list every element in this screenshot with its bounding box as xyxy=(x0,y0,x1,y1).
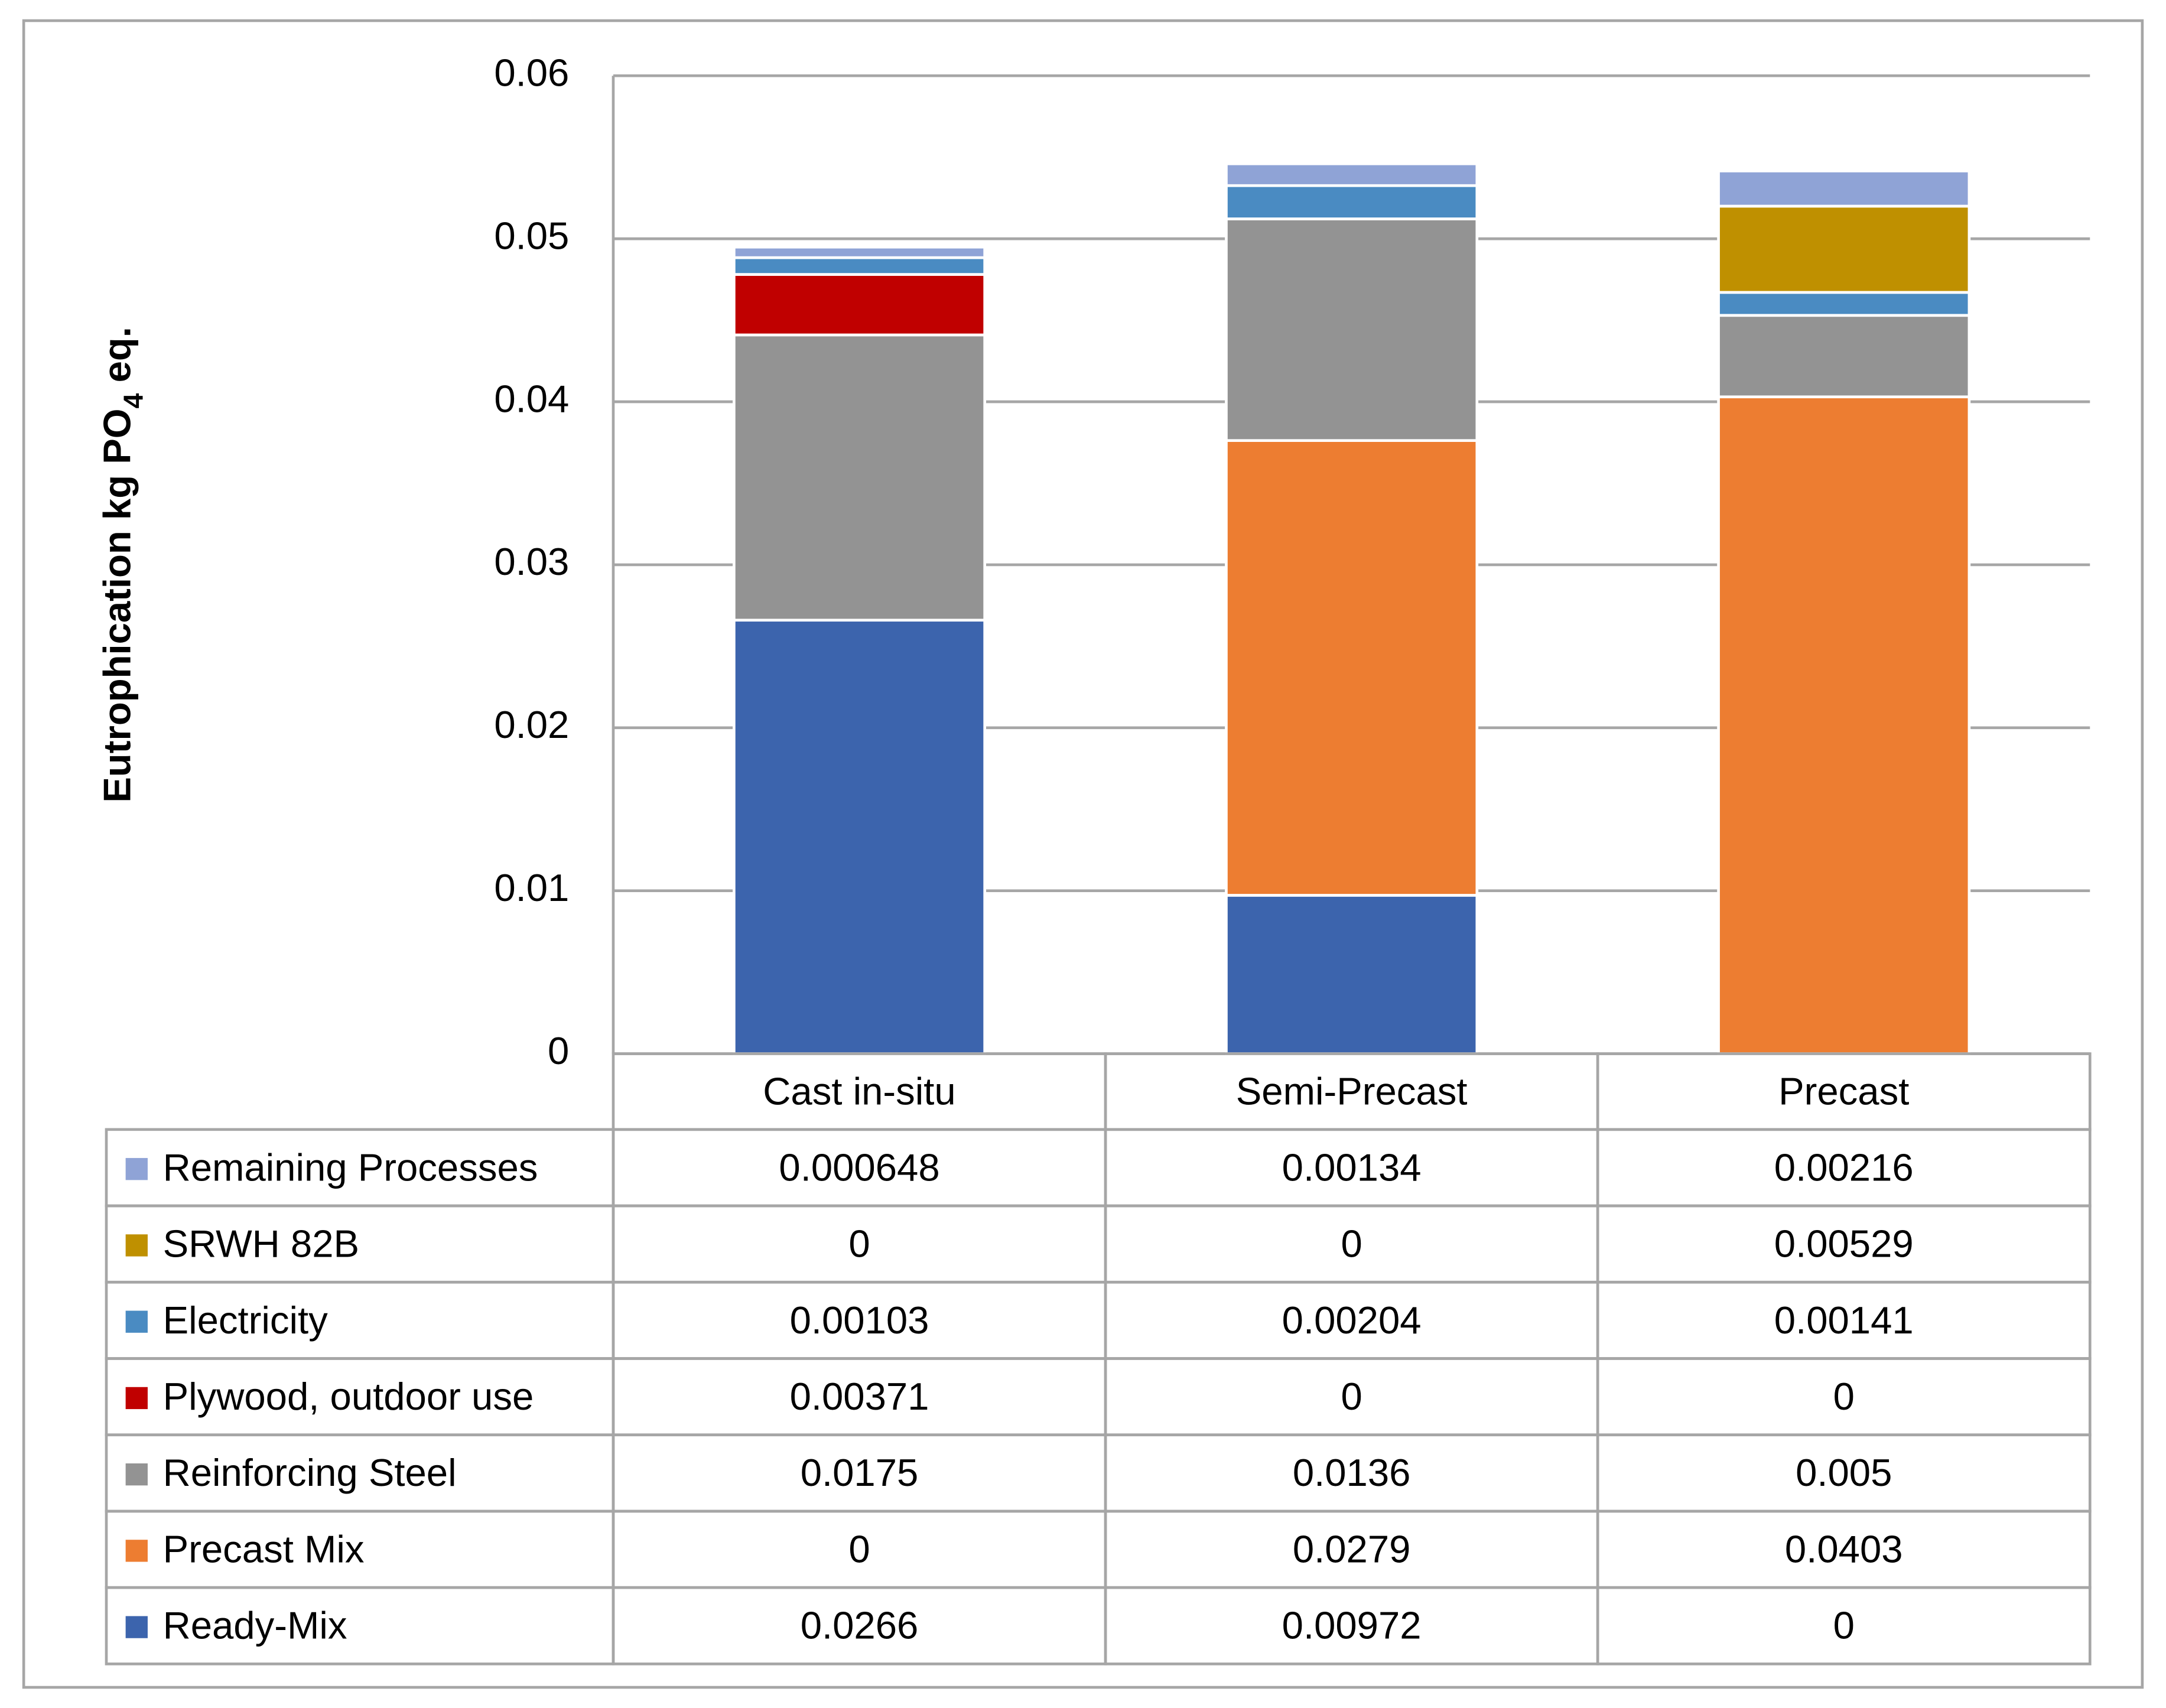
bar-segment xyxy=(733,273,987,337)
y-tick-label: 0.06 xyxy=(494,51,569,94)
table-value: 0.00371 xyxy=(790,1375,929,1418)
table-value: 0.005 xyxy=(1796,1451,1892,1494)
y-tick-label: 0.01 xyxy=(494,866,569,909)
legend-label: SRWH 82B xyxy=(163,1222,359,1265)
bar-segment xyxy=(1225,184,1479,220)
legend-swatch xyxy=(125,1158,148,1180)
legend-label: Plywood, outdoor use xyxy=(163,1375,534,1418)
bar-segment xyxy=(733,256,987,276)
legend-label: Electricity xyxy=(163,1299,329,1342)
legend-swatch xyxy=(125,1463,148,1486)
table-value: 0.00141 xyxy=(1774,1299,1914,1342)
table-value: 0.00216 xyxy=(1774,1146,1914,1189)
table-value: 0.0136 xyxy=(1293,1451,1411,1494)
x-tick-label: Semi-Precast xyxy=(1236,1070,1468,1113)
table-value: 0 xyxy=(1341,1222,1362,1265)
bar-segment xyxy=(1717,314,1971,399)
bar-segment xyxy=(733,619,987,1055)
table-value: 0.00204 xyxy=(1282,1299,1422,1342)
legend-label: Precast Mix xyxy=(163,1527,365,1570)
table-value: 0.00972 xyxy=(1282,1604,1422,1647)
table-value: 0 xyxy=(848,1222,870,1265)
table-value: 0 xyxy=(848,1527,870,1570)
legend-label: Reinforcing Steel xyxy=(163,1451,457,1494)
table-value: 0.0403 xyxy=(1785,1527,1903,1570)
y-tick-label: 0.02 xyxy=(494,703,569,746)
table-value: 0.000648 xyxy=(779,1146,939,1189)
y-tick-label: 0.03 xyxy=(494,540,569,583)
legend-swatch xyxy=(125,1387,148,1410)
table-value: 0 xyxy=(1833,1375,1855,1418)
bar-segment xyxy=(1225,439,1479,897)
y-tick-label: 0 xyxy=(548,1029,569,1072)
bar-segment xyxy=(733,245,987,259)
y-axis-label: Eutrophication kg PO4 eq. xyxy=(96,327,149,803)
table-value: 0.0266 xyxy=(801,1604,919,1647)
table-value: 0 xyxy=(1341,1375,1362,1418)
x-tick-label: Cast in-situ xyxy=(763,1070,955,1113)
bar-segment xyxy=(1717,170,1971,208)
table-cell xyxy=(1596,1586,2092,1665)
bar-segment xyxy=(1717,291,1971,317)
bar-segment xyxy=(733,333,987,622)
table-value: 0.0175 xyxy=(801,1451,919,1494)
y-tick-label: 0.04 xyxy=(494,377,569,420)
table-value: 0.00103 xyxy=(790,1299,929,1342)
legend-swatch xyxy=(125,1234,148,1257)
bar-segment xyxy=(1225,894,1479,1055)
x-tick-label: Precast xyxy=(1778,1070,1909,1113)
y-tick-label: 0.05 xyxy=(494,214,569,257)
legend-swatch xyxy=(125,1616,148,1638)
y-axis-label-part: eq. xyxy=(96,327,139,393)
legend-label: Remaining Processes xyxy=(163,1146,538,1189)
y-axis-label-part: Eutrophication kg PO xyxy=(96,408,139,802)
bar-segment xyxy=(1225,217,1479,442)
table-value: 0.00134 xyxy=(1282,1146,1422,1189)
legend-swatch xyxy=(125,1540,148,1562)
legend-label: Ready-Mix xyxy=(163,1604,347,1647)
table-value: 0.00529 xyxy=(1774,1222,1914,1265)
table-value: 0 xyxy=(1833,1604,1855,1647)
bar-segment xyxy=(1717,395,1971,1055)
bar-segment xyxy=(1717,204,1971,294)
y-axis-label-part: 4 xyxy=(118,393,149,408)
table-value: 0.0279 xyxy=(1293,1527,1411,1570)
bar-segment xyxy=(1225,162,1479,187)
legend-swatch xyxy=(125,1310,148,1333)
